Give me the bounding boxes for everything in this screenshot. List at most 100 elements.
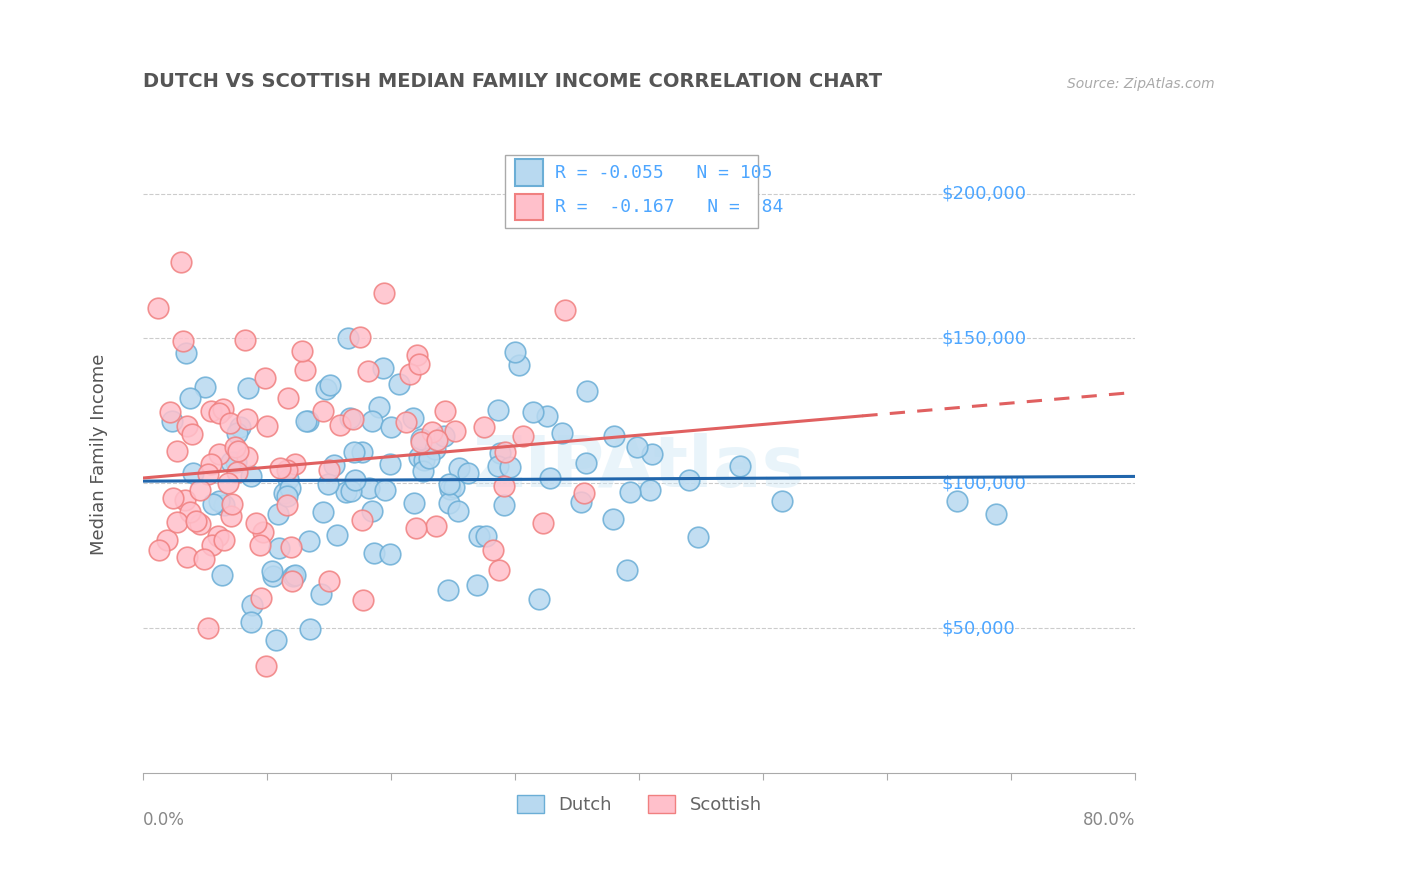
Dutch [575, 457, 598, 471]
Scottish [221, 497, 243, 511]
Dutch [212, 498, 235, 512]
Dutch [336, 331, 359, 345]
Scottish [554, 302, 576, 317]
Dutch [179, 392, 201, 406]
Dutch [374, 483, 396, 498]
Dutch [278, 481, 301, 495]
Dutch [373, 360, 395, 375]
Dutch [529, 591, 551, 606]
Dutch [240, 599, 263, 613]
Dutch [443, 480, 465, 494]
Dutch [380, 420, 402, 434]
Dutch [409, 432, 432, 446]
Scottish [193, 552, 215, 566]
Scottish [408, 357, 430, 371]
Scottish [254, 658, 277, 673]
Dutch [378, 457, 401, 471]
Dutch [207, 494, 229, 508]
Dutch [181, 466, 204, 480]
Dutch [449, 461, 471, 475]
Dutch [298, 622, 321, 636]
Dutch [361, 414, 384, 428]
Text: ZIPAtlas: ZIPAtlas [472, 433, 806, 501]
Legend: Dutch, Scottish: Dutch, Scottish [509, 788, 769, 822]
Dutch [492, 498, 515, 512]
Scottish [249, 538, 271, 552]
Dutch [439, 482, 461, 496]
Dutch [486, 458, 509, 473]
Scottish [253, 370, 276, 384]
Dutch [202, 497, 225, 511]
Scottish [172, 334, 194, 348]
Dutch [229, 420, 252, 434]
Dutch [569, 495, 592, 509]
Dutch [273, 486, 295, 500]
Dutch [413, 453, 436, 467]
Dutch [423, 442, 446, 457]
Dutch [225, 455, 247, 469]
Dutch [297, 414, 319, 428]
Dutch [641, 447, 664, 461]
Scottish [200, 403, 222, 417]
Dutch [986, 508, 1008, 522]
Dutch [418, 450, 440, 465]
Dutch [316, 476, 339, 491]
Scottish [312, 404, 335, 418]
Text: $150,000: $150,000 [942, 329, 1026, 348]
Scottish [250, 591, 273, 606]
Scottish [409, 435, 432, 450]
Scottish [395, 415, 418, 429]
Scottish [186, 514, 208, 528]
Dutch [226, 425, 249, 440]
FancyBboxPatch shape [515, 194, 543, 220]
Scottish [173, 493, 195, 508]
Scottish [236, 411, 259, 425]
Dutch [211, 567, 233, 582]
Scottish [256, 419, 278, 434]
Dutch [402, 411, 425, 425]
Scottish [318, 574, 340, 589]
Dutch [281, 569, 304, 583]
Text: R =  -0.167   N =  84: R = -0.167 N = 84 [555, 198, 783, 216]
Dutch [350, 445, 373, 459]
Dutch [319, 378, 342, 392]
Dutch [686, 530, 709, 544]
Dutch [536, 409, 558, 423]
Dutch [312, 505, 335, 519]
Dutch [240, 469, 263, 483]
Scottish [217, 476, 239, 491]
Scottish [176, 418, 198, 433]
Dutch [343, 445, 366, 459]
FancyBboxPatch shape [515, 159, 543, 186]
Scottish [162, 491, 184, 506]
Scottish [280, 540, 302, 554]
Scottish [492, 479, 515, 493]
Dutch [457, 466, 479, 480]
Scottish [233, 333, 256, 347]
Scottish [488, 563, 510, 577]
Scottish [357, 364, 380, 378]
Scottish [329, 417, 352, 432]
Dutch [194, 380, 217, 394]
Scottish [281, 574, 304, 589]
Dutch [339, 410, 361, 425]
Scottish [214, 533, 236, 547]
Dutch [412, 464, 434, 478]
Dutch [276, 489, 298, 503]
Dutch [616, 563, 638, 577]
Scottish [294, 362, 316, 376]
Dutch [468, 529, 491, 543]
Dutch [626, 440, 648, 454]
Scottish [197, 622, 219, 636]
Dutch [361, 504, 384, 518]
Dutch [359, 481, 381, 495]
Dutch [284, 568, 307, 582]
Dutch [326, 528, 349, 542]
Dutch [770, 494, 793, 508]
Scottish [208, 406, 231, 420]
Scottish [531, 516, 554, 531]
Dutch [388, 377, 411, 392]
Dutch [946, 493, 969, 508]
Scottish [197, 467, 219, 481]
Text: $200,000: $200,000 [942, 185, 1026, 202]
